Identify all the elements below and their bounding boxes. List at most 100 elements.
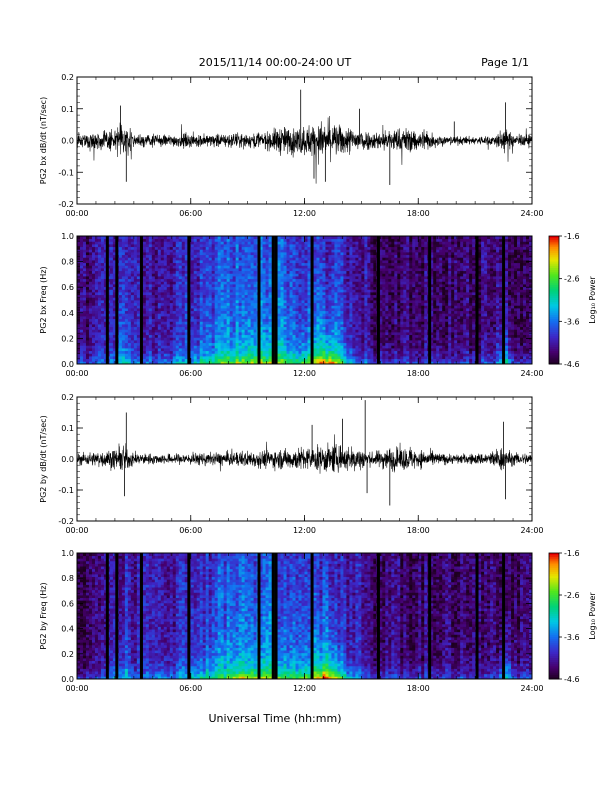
bx-spec-cell	[182, 313, 185, 316]
bx-spec-cell	[194, 292, 197, 295]
bx-spec-cell	[316, 260, 319, 263]
bx-spec-cell	[269, 292, 272, 295]
bx-spec-cell	[343, 311, 346, 314]
bx-spec-cell	[227, 340, 230, 343]
bx-spec-cell	[92, 327, 95, 330]
bx-spec-cell	[215, 351, 218, 354]
bx-spec-cell	[128, 247, 131, 250]
bx-spec-cell	[134, 257, 137, 260]
bx-spec-cell	[299, 279, 302, 282]
bx-spec-cell	[367, 260, 370, 263]
bx-spec-cell	[248, 287, 251, 290]
bx-spec-cell	[278, 343, 281, 346]
bx-spec-cell	[218, 289, 221, 292]
bx-spec-cell	[131, 268, 134, 271]
bx-spec-cell	[355, 268, 358, 271]
bx-spec-cell	[218, 247, 221, 250]
bx-spec-cell	[364, 300, 367, 303]
bx-spec-cell	[122, 308, 125, 311]
bx-spec-cell	[224, 241, 227, 244]
bx-spec-cell	[158, 311, 161, 314]
bx-spec-cell	[319, 295, 322, 298]
bx-spec-cell	[92, 247, 95, 250]
bx-spec-cell	[367, 359, 370, 362]
bx-spec-cell	[89, 271, 92, 274]
bx-spec-cell	[194, 273, 197, 276]
bx-spec-cell	[200, 337, 203, 340]
bx-spec-cell	[296, 353, 299, 356]
bx-spec-cell	[125, 255, 128, 258]
bx-spec-cell	[80, 300, 83, 303]
bx-spec-cell	[367, 316, 370, 319]
bx-spec-cell	[218, 348, 221, 351]
bx-spec-cell	[278, 335, 281, 338]
bx-spec-cell	[170, 308, 173, 311]
bx-spec-cell	[77, 303, 80, 306]
bx-spec-cell	[176, 292, 179, 295]
bx-spec-cell	[206, 244, 209, 247]
bx-spec-cell	[89, 343, 92, 346]
bx-spec-cell	[170, 300, 173, 303]
bx-spec-cell	[305, 295, 308, 298]
bx-spec-cell	[263, 337, 266, 340]
bx-spec-cell	[248, 241, 251, 244]
bx-spec-cell	[176, 305, 179, 308]
bx-spec-cell	[86, 303, 89, 306]
bx-spec-cell	[322, 268, 325, 271]
bx-spec-cell	[167, 316, 170, 319]
bx-spec-cell	[167, 343, 170, 346]
bx-spec-cell	[307, 252, 310, 255]
bx-spec-cell	[101, 348, 104, 351]
bx-spec-cell	[137, 327, 140, 330]
bx-spec-cell	[325, 335, 328, 338]
bx-spec-cell	[110, 249, 113, 252]
bx-spec-cell	[293, 337, 296, 340]
bx-spec-cell	[358, 273, 361, 276]
bx-spec-cell	[307, 241, 310, 244]
bx-spec-cell	[152, 292, 155, 295]
bx-spec-cell	[170, 316, 173, 319]
bx-spec-cell	[328, 337, 331, 340]
bx-spec-cell	[319, 356, 322, 359]
bx-spec-cell	[281, 276, 284, 279]
bx-spec-cell	[230, 321, 233, 324]
bx-spec-cell	[194, 257, 197, 260]
bx-spec-cell	[227, 268, 230, 271]
bx-spec-cell	[125, 327, 128, 330]
bx-spec-cell	[128, 273, 131, 276]
bx-spec-cell	[319, 241, 322, 244]
bx-spec-cell	[299, 340, 302, 343]
bx-spec-cell	[328, 300, 331, 303]
bx-spec-cell	[122, 260, 125, 263]
bx-spec-cell	[143, 263, 146, 266]
bx-spec-cell	[248, 300, 251, 303]
bx-spec-cell	[227, 356, 230, 359]
bx-spec-cell	[322, 273, 325, 276]
bx-spec-cell	[248, 335, 251, 338]
bx-spec-cell	[233, 308, 236, 311]
bx-spec-cell	[337, 249, 340, 252]
bx-spec-cell	[299, 324, 302, 327]
bx-spec-cell	[328, 321, 331, 324]
bx-spec-cell	[128, 257, 131, 260]
bx-spec-cell	[83, 313, 86, 316]
bx-spec-cell	[167, 265, 170, 268]
bx-spec-cell	[343, 276, 346, 279]
bx-spec-cell	[296, 351, 299, 354]
bx-spec-cell	[125, 239, 128, 242]
bx-spec-cell	[173, 321, 176, 324]
bx-spec-cell	[346, 332, 349, 335]
bx-spec-cell	[278, 348, 281, 351]
bx-spec-cell	[340, 353, 343, 356]
bx-spec-cell	[164, 276, 167, 279]
bx-spec-cell	[322, 337, 325, 340]
bx-spec-cell	[370, 241, 373, 244]
bx-spec-cell	[334, 260, 337, 263]
bx-spec-cell	[161, 340, 164, 343]
bx-spec-cell	[89, 252, 92, 255]
bx-spec-cell	[248, 337, 251, 340]
bx-spec-cell	[119, 273, 122, 276]
bx-spec-cell	[155, 255, 158, 258]
bx-spec-cell	[328, 271, 331, 274]
bx-spec-cell	[110, 297, 113, 300]
